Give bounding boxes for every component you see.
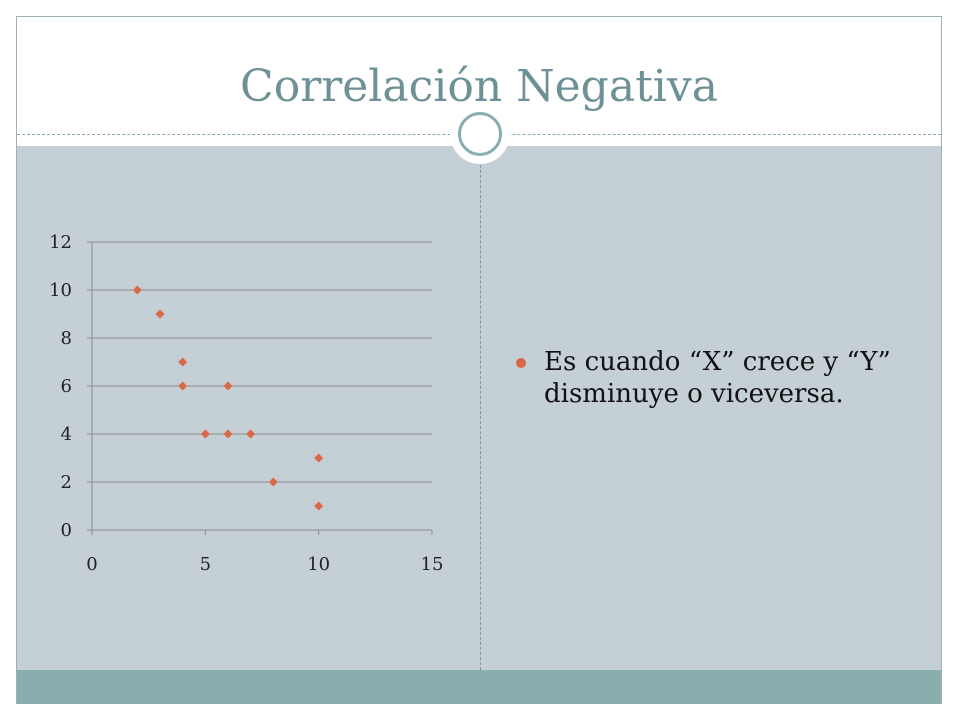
axes	[91, 242, 433, 535]
y-tick-label: 4	[61, 424, 72, 445]
data-point	[200, 429, 210, 439]
data-point	[223, 381, 233, 391]
data-point	[314, 453, 324, 463]
x-tick-label: 15	[421, 554, 444, 575]
y-tick-label: 10	[49, 280, 72, 301]
circle-ornament-icon	[450, 104, 510, 164]
y-tick-labels: 0 2 4 6 8 10 12	[49, 232, 72, 541]
y-tick-label: 2	[61, 472, 72, 493]
x-tick-labels: 0 5 10 15	[86, 554, 443, 575]
y-tick-label: 6	[61, 376, 72, 397]
x-tick-label: 5	[200, 554, 211, 575]
bullet-item: Es cuando “X” crece y “Y” disminuye o vi…	[516, 346, 926, 410]
data-point	[223, 429, 233, 439]
grid-lines	[87, 241, 432, 531]
column-divider	[480, 160, 481, 670]
data-point	[246, 429, 256, 439]
chart-svg: 0 2 4 6 8 10 12 0 5 10 15	[49, 232, 443, 575]
data-point	[268, 477, 278, 487]
bullet-dot-icon	[516, 358, 526, 368]
y-tick-label: 12	[49, 232, 72, 253]
data-point	[178, 381, 188, 391]
data-point	[155, 309, 165, 319]
y-tick-label: 8	[61, 328, 72, 349]
data-point	[132, 285, 142, 295]
data-points	[132, 285, 324, 511]
scatter-chart: 0 2 4 6 8 10 12 0 5 10 15	[30, 225, 450, 585]
y-tick-label: 0	[61, 520, 72, 541]
title-area: Correlación Negativa	[17, 17, 941, 134]
x-tick-label: 0	[86, 554, 97, 575]
content-panel	[17, 146, 941, 670]
slide-title: Correlación Negativa	[240, 61, 718, 112]
ornament-ring	[458, 112, 502, 156]
data-point	[178, 357, 188, 367]
bullet-list: Es cuando “X” crece y “Y” disminuye o vi…	[516, 346, 926, 410]
data-point	[314, 501, 324, 511]
x-tick-label: 10	[307, 554, 330, 575]
footer-band	[17, 670, 941, 704]
bullet-text: Es cuando “X” crece y “Y” disminuye o vi…	[544, 347, 891, 409]
